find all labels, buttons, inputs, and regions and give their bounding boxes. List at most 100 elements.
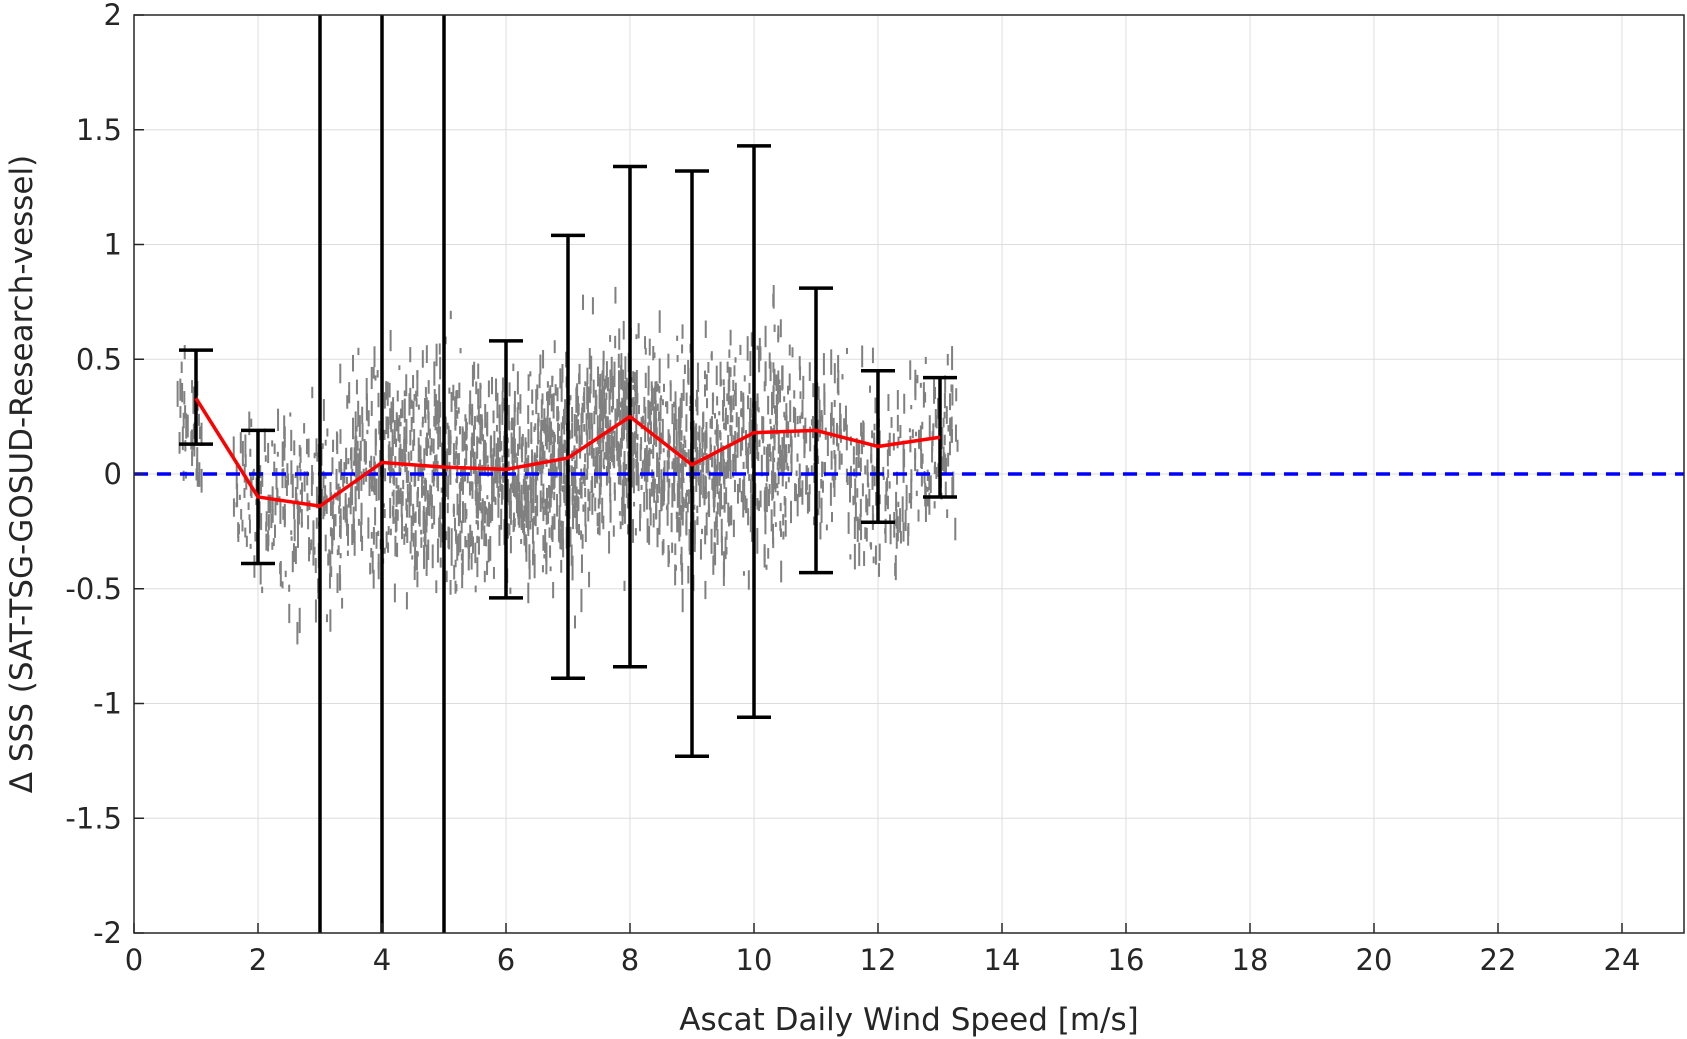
scatter-point [360, 471, 363, 491]
scatter-point [710, 353, 713, 359]
scatter-point [286, 463, 289, 479]
scatter-point [359, 440, 362, 462]
scatter-point [750, 332, 753, 347]
scatter-point [590, 355, 593, 381]
scatter-point [769, 418, 772, 425]
scatter-point [754, 406, 757, 431]
scatter-point [671, 482, 674, 508]
scatter-point [449, 467, 452, 485]
scatter-point [651, 385, 654, 406]
scatter-point [658, 461, 661, 470]
scatter-point [487, 464, 490, 477]
scatter-point [560, 422, 563, 448]
scatter-point [632, 458, 635, 469]
scatter-point [270, 513, 273, 529]
scatter-point [541, 393, 544, 405]
scatter-point [457, 504, 460, 527]
scatter-point [608, 406, 611, 415]
scatter-point [456, 493, 459, 516]
scatter-point [410, 450, 413, 461]
scatter-point [179, 406, 182, 418]
scatter-point [941, 456, 944, 471]
scatter-point [408, 499, 411, 518]
scatter-point [685, 492, 688, 502]
scatter-point [569, 526, 572, 547]
scatter-point [439, 356, 442, 380]
x-tick-label: 8 [621, 943, 639, 977]
scatter-point [436, 400, 439, 425]
scatter-point [798, 463, 801, 490]
scatter-point [486, 560, 489, 576]
scatter-point [271, 509, 274, 523]
scatter-point [785, 415, 788, 438]
scatter-point [647, 399, 650, 419]
scatter-point [624, 409, 627, 416]
scatter-point [633, 431, 636, 455]
scatter-point [332, 514, 335, 541]
scatter-point [632, 397, 635, 419]
scatter-point [801, 399, 804, 419]
scatter-point [856, 516, 859, 543]
scatter-point [644, 372, 647, 389]
scatter-point [239, 432, 242, 454]
scatter-point [635, 471, 638, 486]
scatter-point [785, 452, 788, 458]
scatter-point [778, 460, 781, 467]
scatter-point [788, 373, 791, 391]
scatter-point [624, 356, 627, 380]
scatter-point [530, 439, 533, 445]
scatter-point [625, 377, 628, 400]
scatter-point [324, 485, 327, 500]
scatter-point [607, 461, 610, 474]
scatter-point [455, 539, 458, 545]
scatter-point [699, 469, 702, 495]
scatter-point [726, 415, 729, 425]
scatter-point [693, 426, 696, 450]
scatter-point [433, 389, 436, 407]
scatter-point [459, 426, 462, 435]
scatter-point [387, 526, 390, 535]
scatter-point [791, 347, 794, 358]
scatter-point [634, 528, 637, 536]
scatter-point [746, 336, 749, 361]
scatter-point [784, 497, 787, 518]
scatter-point [696, 447, 699, 457]
scatter-point [745, 505, 748, 514]
scatter-point [479, 382, 482, 409]
scatter-point [510, 436, 513, 446]
scatter-point [830, 402, 833, 426]
scatter-point [396, 509, 399, 521]
scatter-point [620, 364, 623, 390]
scatter-point [910, 493, 913, 509]
scatter-point [728, 443, 731, 462]
scatter-point [282, 506, 285, 520]
scatter-point [775, 414, 778, 435]
scatter-point [410, 416, 413, 432]
scatter-point [516, 371, 519, 395]
scatter-point [453, 564, 456, 580]
scatter-point [795, 470, 798, 477]
scatter-point [924, 497, 927, 523]
scatter-point [403, 426, 406, 448]
scatter-point [845, 468, 848, 483]
scatter-point [765, 564, 768, 570]
scatter-point [736, 432, 739, 441]
scatter-point [531, 518, 534, 544]
scatter-point [681, 324, 684, 339]
scatter-point [852, 495, 855, 506]
scatter-point [340, 459, 343, 481]
scatter-point [676, 335, 679, 341]
scatter-point [501, 390, 504, 414]
scatter-point [674, 391, 677, 412]
scatter-point [817, 455, 820, 464]
scatter-point [637, 404, 640, 415]
scatter-point [419, 429, 422, 437]
scatter-point [423, 544, 426, 569]
scatter-point [910, 404, 913, 410]
scatter-point [428, 428, 431, 439]
scatter-point [475, 452, 478, 460]
scatter-point [498, 524, 501, 546]
scatter-point [399, 487, 402, 497]
scatter-point [461, 562, 464, 589]
scatter-point [354, 411, 357, 436]
